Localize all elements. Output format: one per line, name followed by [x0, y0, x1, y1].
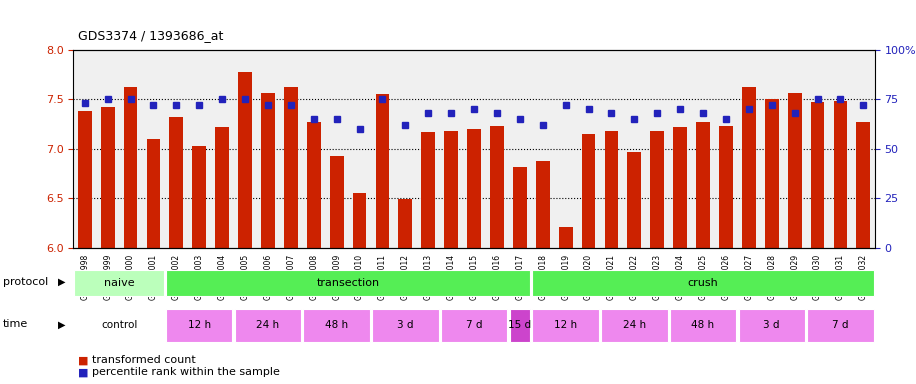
- Text: 48 h: 48 h: [325, 320, 348, 331]
- Bar: [192, 146, 206, 248]
- Text: 48 h: 48 h: [692, 320, 714, 331]
- Bar: [513, 167, 527, 248]
- Text: 7 d: 7 d: [465, 320, 483, 331]
- Text: crush: crush: [688, 278, 718, 288]
- Text: 12 h: 12 h: [188, 320, 211, 331]
- Bar: [532, 270, 874, 296]
- Text: 12 h: 12 h: [554, 320, 577, 331]
- Text: 3 d: 3 d: [397, 320, 414, 331]
- Bar: [147, 139, 160, 248]
- Text: protocol: protocol: [3, 277, 48, 287]
- Text: percentile rank within the sample: percentile rank within the sample: [92, 367, 279, 377]
- Bar: [307, 122, 321, 248]
- Bar: [441, 309, 507, 342]
- Bar: [169, 117, 183, 248]
- Bar: [238, 72, 252, 248]
- Bar: [398, 199, 412, 248]
- Bar: [234, 309, 301, 342]
- Bar: [421, 132, 435, 248]
- Bar: [742, 88, 756, 248]
- Bar: [330, 156, 344, 248]
- Bar: [605, 131, 618, 248]
- Bar: [536, 161, 550, 248]
- Bar: [601, 309, 668, 342]
- Bar: [673, 127, 687, 248]
- Bar: [627, 152, 641, 248]
- Text: ▶: ▶: [59, 277, 66, 287]
- Text: naive: naive: [104, 278, 135, 288]
- Bar: [124, 88, 137, 248]
- Text: GDS3374 / 1393686_at: GDS3374 / 1393686_at: [78, 29, 224, 42]
- Bar: [261, 93, 275, 248]
- Bar: [166, 309, 233, 342]
- Bar: [788, 93, 802, 248]
- Bar: [582, 134, 595, 248]
- Text: ■: ■: [78, 367, 88, 377]
- Bar: [811, 102, 824, 248]
- Text: 15 d: 15 d: [508, 320, 531, 331]
- Bar: [353, 193, 366, 248]
- Bar: [834, 101, 847, 248]
- Bar: [74, 309, 164, 342]
- Bar: [303, 309, 370, 342]
- Bar: [670, 309, 736, 342]
- Bar: [532, 309, 599, 342]
- Bar: [856, 122, 870, 248]
- Bar: [78, 111, 92, 248]
- Bar: [719, 126, 733, 248]
- Text: transformed count: transformed count: [92, 355, 195, 365]
- Text: 3 d: 3 d: [763, 320, 780, 331]
- Bar: [101, 107, 114, 248]
- Bar: [284, 88, 298, 248]
- Text: ▶: ▶: [59, 319, 66, 329]
- Bar: [376, 94, 389, 248]
- Bar: [738, 309, 805, 342]
- Bar: [650, 131, 664, 248]
- Text: 24 h: 24 h: [256, 320, 279, 331]
- Bar: [765, 99, 779, 248]
- Bar: [467, 129, 481, 248]
- Bar: [166, 270, 530, 296]
- Text: ■: ■: [78, 355, 88, 365]
- Bar: [490, 126, 504, 248]
- Bar: [74, 270, 164, 296]
- Text: 7 d: 7 d: [832, 320, 849, 331]
- Bar: [372, 309, 439, 342]
- Bar: [215, 127, 229, 248]
- Text: transection: transection: [317, 278, 379, 288]
- Bar: [696, 122, 710, 248]
- Text: control: control: [101, 320, 137, 331]
- Bar: [807, 309, 874, 342]
- Bar: [509, 309, 530, 342]
- Bar: [559, 227, 572, 248]
- Text: 24 h: 24 h: [623, 320, 646, 331]
- Bar: [444, 131, 458, 248]
- Text: time: time: [3, 319, 28, 329]
